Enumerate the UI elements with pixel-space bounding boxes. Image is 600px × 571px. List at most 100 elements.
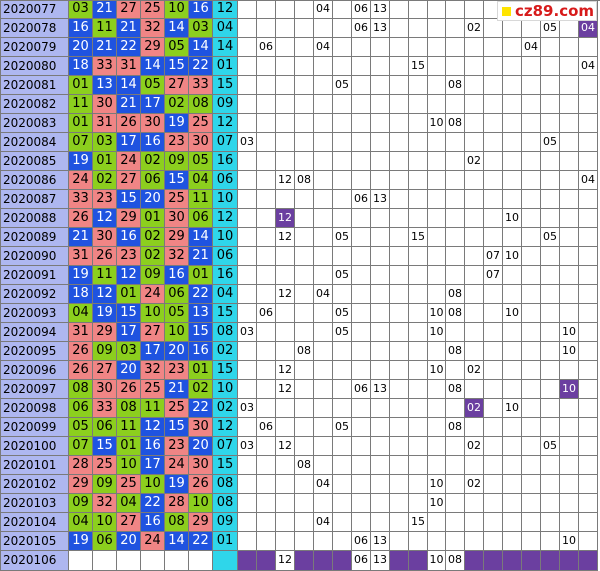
trend-cell [446,171,465,190]
blue-ball-cell: 12 [213,114,238,133]
trend-cell [333,494,352,513]
issue-number-cell: 2020080 [0,57,69,76]
trend-cell: 06 [352,0,371,19]
trend-cell [428,418,446,437]
red-ball-cell: 23 [93,190,117,209]
red-ball-cell: 29 [93,323,117,342]
trend-cell [390,399,409,418]
prediction-filled-cell [503,551,522,571]
trend-cell [314,380,333,399]
issue-number-cell: 2020085 [0,152,69,171]
red-ball-cell: 27 [117,171,141,190]
trend-cell [390,38,409,57]
red-ball-cell: 33 [69,190,93,209]
trend-cell [276,0,295,19]
trend-cell [371,95,390,114]
trend-cell [428,38,446,57]
trend-cell [428,57,446,76]
red-ball-cell: 08 [117,399,141,418]
red-ball-cell: 06 [69,399,93,418]
trend-cell [257,76,276,95]
red-ball-cell: 06 [93,532,117,551]
trend-cell [295,95,314,114]
trend-cell [465,532,484,551]
trend-cell [295,76,314,95]
trend-cell: 02 [465,475,484,494]
trend-cell [257,342,276,361]
trend-cell [560,361,579,380]
trend-cell [295,0,314,19]
red-ball-cell: 26 [117,380,141,399]
red-ball-cell: 04 [117,494,141,513]
trend-cell [257,247,276,266]
issue-number-cell: 2020105 [0,532,69,551]
trend-cell [446,323,465,342]
red-ball-cell: 09 [69,494,93,513]
trend-cell [409,19,428,38]
trend-cell [352,266,371,285]
trend-cell [390,114,409,133]
trend-cell [484,133,503,152]
trend-cell [522,190,541,209]
issue-number-cell: 2020103 [0,494,69,513]
trend-cell [541,456,560,475]
red-ball-cell: 26 [69,342,93,361]
red-ball-cell: 03 [69,0,93,19]
trend-cell [295,190,314,209]
trend-cell [390,456,409,475]
trend-cell [390,209,409,228]
red-ball-cell: 05 [165,304,189,323]
trend-cell [560,19,579,38]
trend-cell [295,532,314,551]
red-ball-cell: 08 [69,380,93,399]
trend-cell [352,247,371,266]
trend-cell [560,247,579,266]
red-ball-cell: 16 [69,19,93,38]
red-ball-cell: 15 [165,57,189,76]
red-ball-cell: 10 [189,494,213,513]
trend-cell: 10 [503,304,522,323]
trend-cell [541,171,560,190]
trend-cell [276,190,295,209]
trend-cell [390,228,409,247]
trend-cell [465,76,484,95]
prediction-filled-cell [579,551,598,571]
red-ball-cell: 21 [165,380,189,399]
blue-ball-cell: 02 [213,342,238,361]
prediction-mark-cell: 06 [352,551,371,571]
trend-cell: 10 [428,475,446,494]
trend-cell [238,38,257,57]
trend-cell [446,532,465,551]
trend-cell [238,361,257,380]
trend-cell [333,513,352,532]
trend-cell [314,361,333,380]
trend-cell [446,0,465,19]
trend-cell [579,285,598,304]
trend-cell [238,76,257,95]
trend-cell: 05 [333,76,352,95]
trend-cell [257,209,276,228]
prediction-filled-cell [257,551,276,571]
trend-cell [295,361,314,380]
trend-cell [257,437,276,456]
trend-cell [390,475,409,494]
trend-cell [257,399,276,418]
trend-cell [503,342,522,361]
trend-cell [238,418,257,437]
trend-cell [446,95,465,114]
red-ball-cell: 06 [141,171,165,190]
trend-cell [371,209,390,228]
red-ball-cell: 32 [93,494,117,513]
trend-cell [522,76,541,95]
trend-cell: 08 [295,171,314,190]
red-ball-cell: 03 [117,342,141,361]
red-ball-cell: 29 [141,38,165,57]
issue-number-cell: 2020089 [0,228,69,247]
trend-cell [522,304,541,323]
site-logo[interactable]: cz89.com [497,1,597,21]
red-ball-cell: 32 [141,361,165,380]
trend-cell [446,266,465,285]
trend-cell [579,190,598,209]
red-ball-cell: 31 [69,323,93,342]
trend-cell [484,209,503,228]
